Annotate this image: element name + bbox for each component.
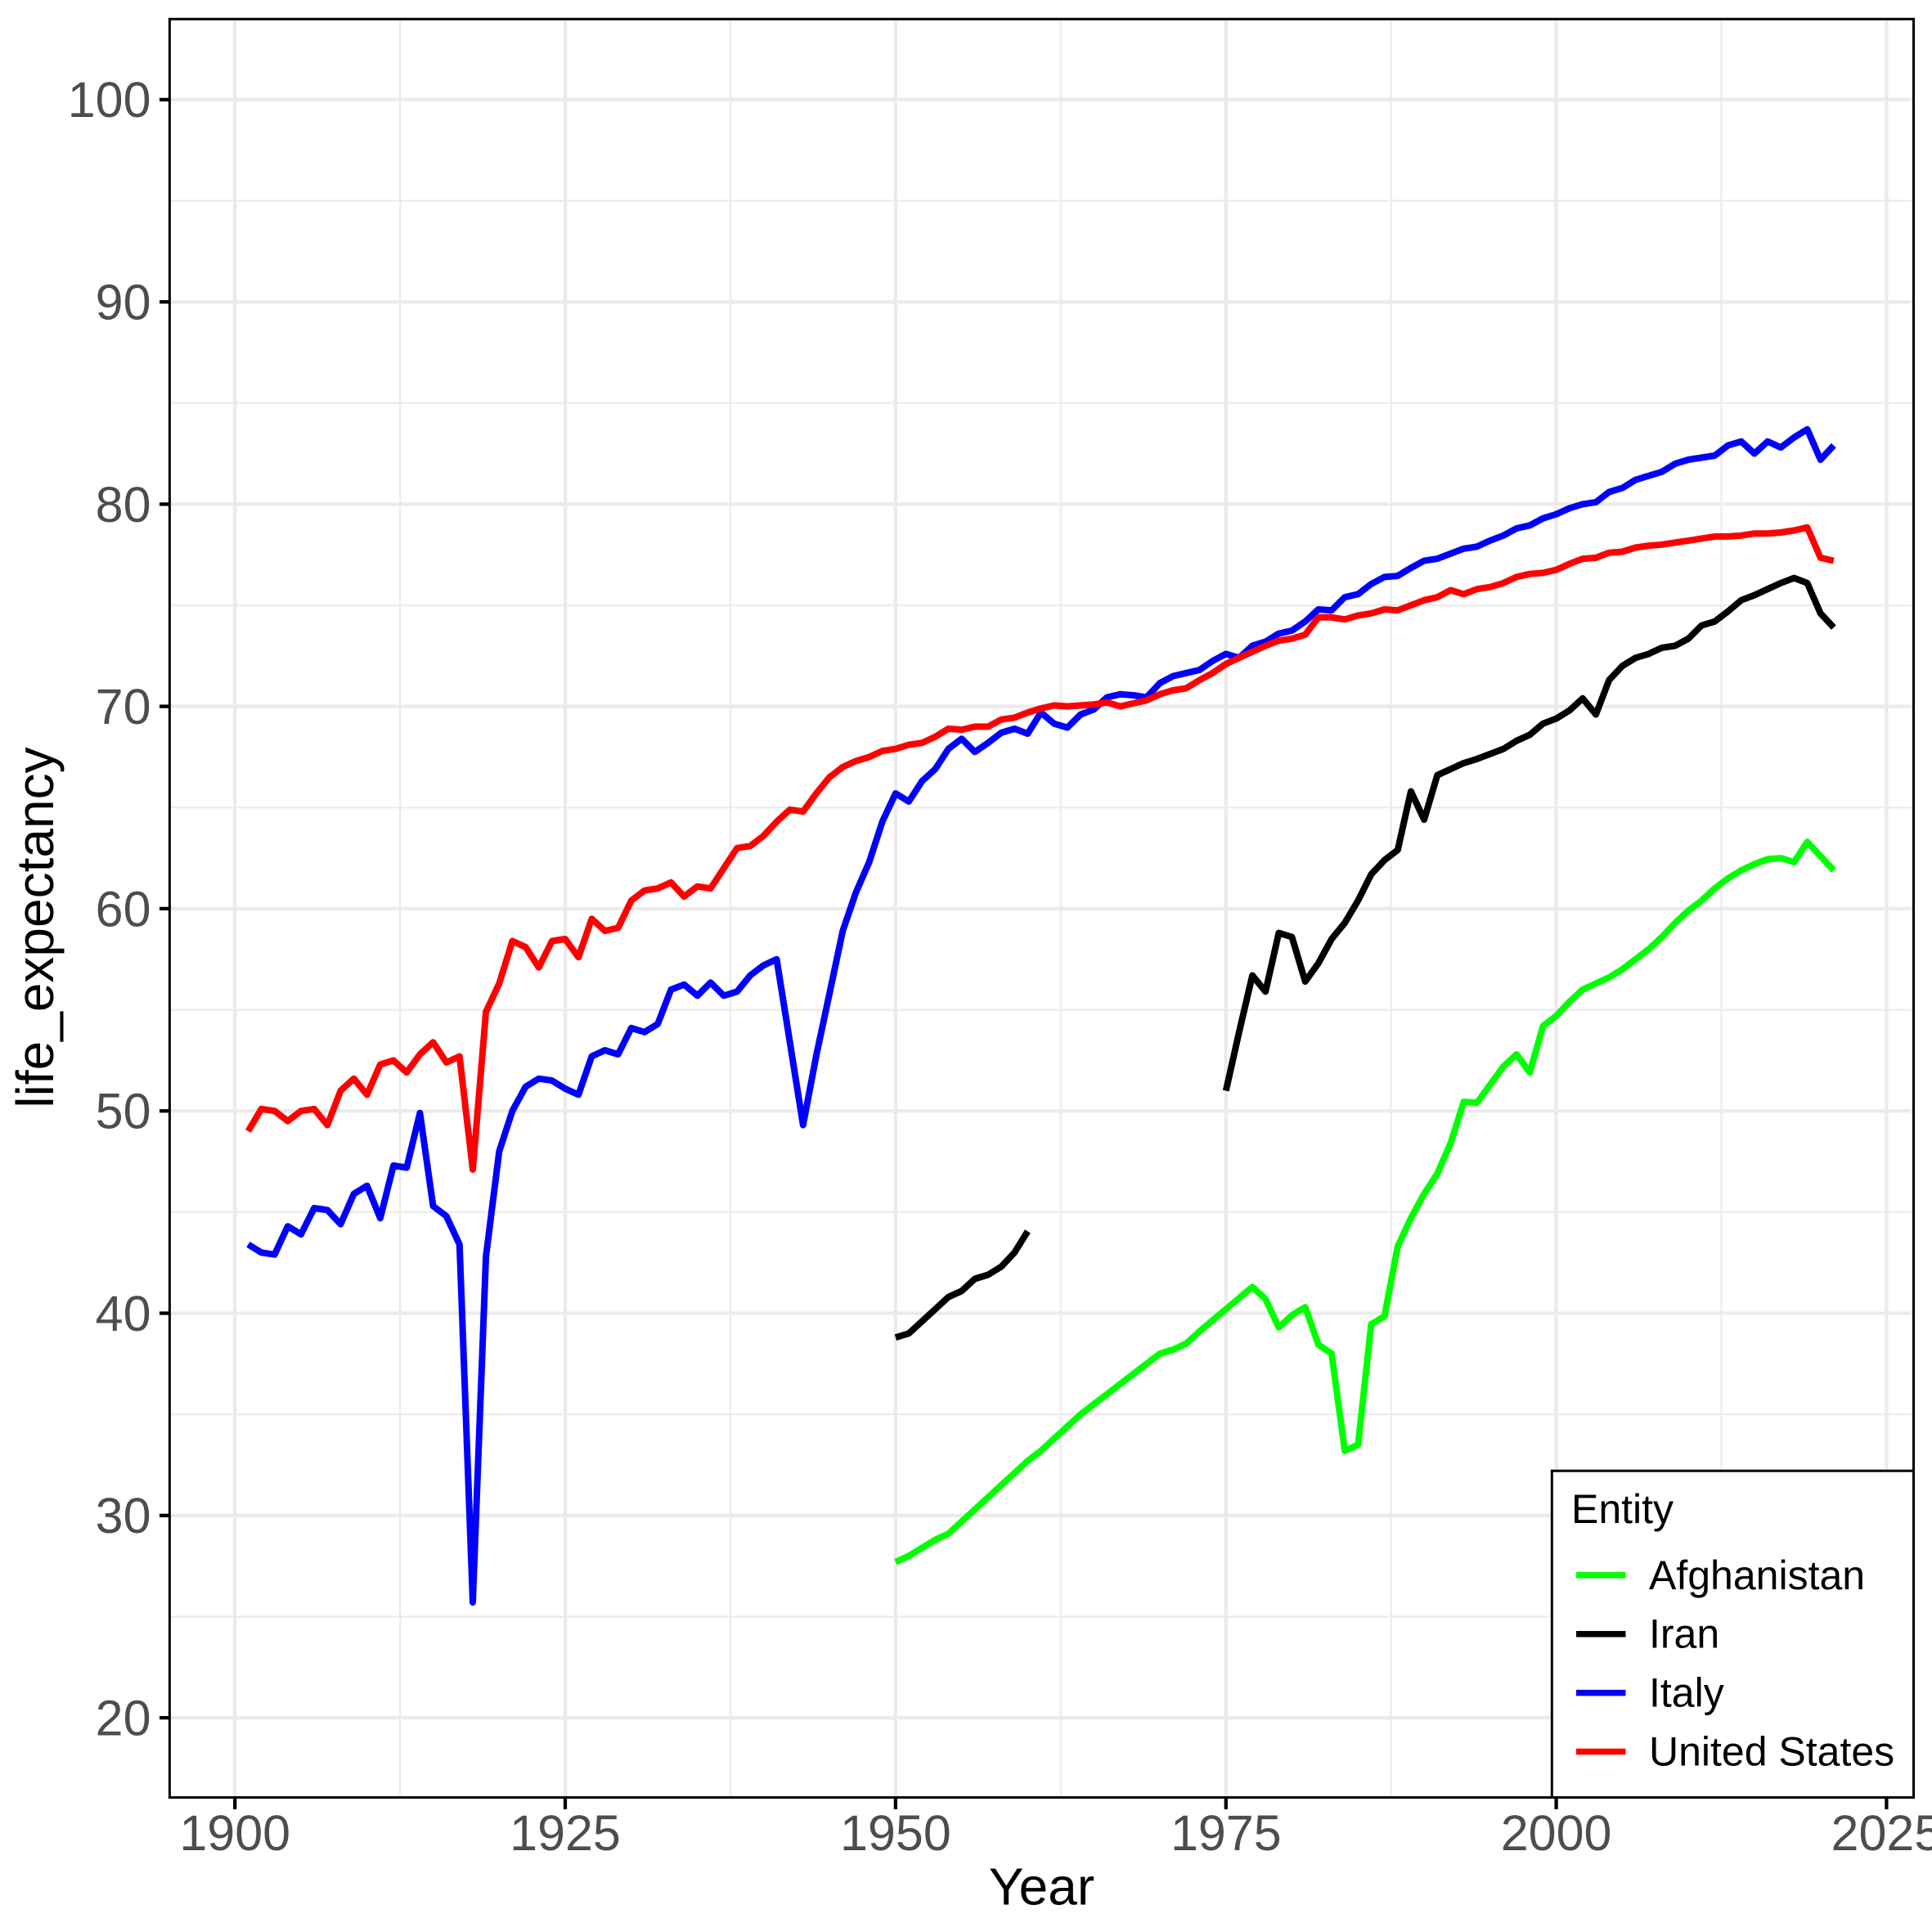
svg-text:United States: United States (1649, 1729, 1894, 1775)
svg-text:Entity: Entity (1571, 1486, 1674, 1532)
svg-text:70: 70 (96, 679, 151, 735)
svg-text:2025: 2025 (1831, 1805, 1932, 1861)
svg-text:90: 90 (96, 275, 151, 330)
svg-text:1950: 1950 (840, 1805, 951, 1861)
svg-text:60: 60 (96, 881, 151, 937)
svg-text:1900: 1900 (179, 1805, 290, 1861)
svg-text:80: 80 (96, 477, 151, 532)
svg-text:1975: 1975 (1170, 1805, 1282, 1861)
svg-text:Afghanistan: Afghanistan (1649, 1552, 1865, 1598)
svg-text:30: 30 (96, 1488, 151, 1543)
svg-text:2000: 2000 (1501, 1805, 1612, 1861)
svg-text:Italy: Italy (1649, 1670, 1724, 1716)
svg-text:50: 50 (96, 1084, 151, 1139)
svg-text:40: 40 (96, 1286, 151, 1341)
svg-text:Iran: Iran (1649, 1611, 1719, 1657)
svg-text:100: 100 (68, 72, 151, 128)
svg-text:Year: Year (989, 1858, 1094, 1916)
svg-text:life_expectancy: life_expectancy (6, 747, 65, 1108)
svg-text:20: 20 (96, 1691, 151, 1746)
svg-text:1925: 1925 (510, 1805, 621, 1861)
